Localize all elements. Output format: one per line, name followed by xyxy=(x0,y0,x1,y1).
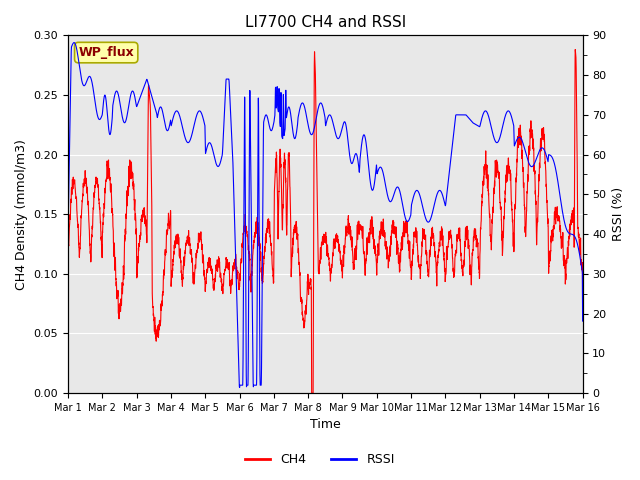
X-axis label: Time: Time xyxy=(310,419,340,432)
Line: CH4: CH4 xyxy=(68,49,582,393)
RSSI xyxy=(236,384,243,390)
RSSI xyxy=(157,104,164,110)
Text: WP_flux: WP_flux xyxy=(78,46,134,59)
RSSI xyxy=(579,268,586,274)
CH4 xyxy=(440,259,448,264)
CH4 xyxy=(470,236,477,241)
CH4 xyxy=(157,320,164,326)
Y-axis label: RSSI (%): RSSI (%) xyxy=(612,187,625,241)
CH4 xyxy=(64,298,72,303)
CH4 xyxy=(412,226,420,232)
CH4 xyxy=(306,282,314,288)
Y-axis label: CH4 Density (mmol/m3): CH4 Density (mmol/m3) xyxy=(15,139,28,289)
RSSI xyxy=(470,120,477,126)
RSSI xyxy=(70,40,78,46)
CH4 xyxy=(308,390,316,396)
Title: LI7700 CH4 and RSSI: LI7700 CH4 and RSSI xyxy=(244,15,406,30)
CH4 xyxy=(579,314,586,320)
CH4 xyxy=(579,260,586,265)
RSSI xyxy=(64,291,72,297)
Line: RSSI: RSSI xyxy=(68,43,582,387)
CH4 xyxy=(572,47,579,52)
RSSI xyxy=(441,200,449,205)
Legend: CH4, RSSI: CH4, RSSI xyxy=(240,448,400,471)
RSSI xyxy=(579,318,586,324)
RSSI xyxy=(412,188,420,193)
RSSI xyxy=(306,130,314,135)
